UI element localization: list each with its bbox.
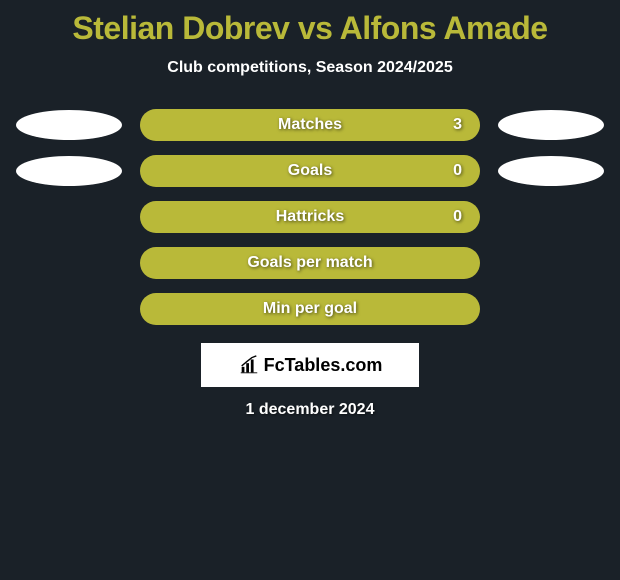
stat-bar: Goals 0 (140, 155, 480, 187)
stat-row: Matches 3 (0, 109, 620, 141)
stat-label: Matches (278, 116, 342, 134)
stat-value: 0 (453, 208, 462, 226)
stat-row: Goals per match (0, 247, 620, 279)
stat-bar: Hattricks 0 (140, 201, 480, 233)
left-spacer (16, 248, 122, 278)
stat-label: Goals (288, 162, 332, 180)
stats-list: Matches 3 Goals 0 Hattricks 0 Goals per match M… (0, 109, 620, 325)
right-spacer (498, 202, 604, 232)
right-value-ellipse (498, 110, 604, 140)
chart-icon (238, 354, 260, 376)
left-spacer (16, 294, 122, 324)
stat-bar: Min per goal (140, 293, 480, 325)
right-spacer (498, 294, 604, 324)
stat-row: Goals 0 (0, 155, 620, 187)
stat-row: Min per goal (0, 293, 620, 325)
right-spacer (498, 248, 604, 278)
right-value-ellipse (498, 156, 604, 186)
stat-value: 3 (453, 116, 462, 134)
stat-label: Goals per match (247, 254, 372, 272)
logo-text: FcTables.com (264, 355, 383, 376)
page-title: Stelian Dobrev vs Alfons Amade (0, 10, 620, 47)
logo-box[interactable]: FcTables.com (201, 343, 419, 387)
stat-bar: Matches 3 (140, 109, 480, 141)
left-value-ellipse (16, 110, 122, 140)
stat-label: Hattricks (276, 208, 344, 226)
stat-bar: Goals per match (140, 247, 480, 279)
stat-row: Hattricks 0 (0, 201, 620, 233)
subtitle: Club competitions, Season 2024/2025 (0, 59, 620, 77)
left-value-ellipse (16, 156, 122, 186)
left-spacer (16, 202, 122, 232)
comparison-card: Stelian Dobrev vs Alfons Amade Club comp… (0, 0, 620, 419)
stat-label: Min per goal (263, 300, 357, 318)
date-label: 1 december 2024 (0, 401, 620, 419)
stat-value: 0 (453, 162, 462, 180)
